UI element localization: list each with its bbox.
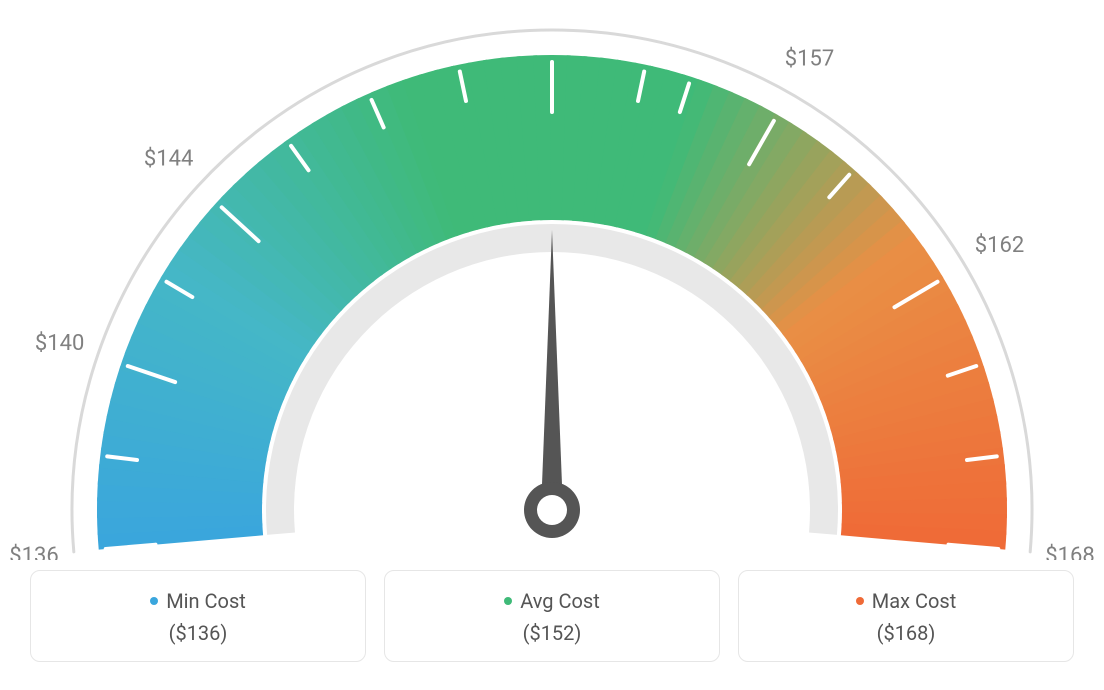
svg-text:$136: $136 — [9, 543, 58, 560]
min-dot-icon — [150, 597, 158, 605]
avg-cost-card: Avg Cost ($152) — [384, 570, 720, 662]
avg-cost-label-text: Avg Cost — [520, 589, 600, 613]
min-cost-label-text: Min Cost — [166, 589, 246, 613]
gauge-chart: $136 $140 $144 $152 $157 $162 $168 — [0, 0, 1104, 560]
avg-cost-value: ($152) — [395, 621, 709, 645]
cost-cards: Min Cost ($136) Avg Cost ($152) Max Cost… — [0, 570, 1104, 662]
gauge-svg: $136 $140 $144 $152 $157 $162 $168 — [0, 0, 1104, 560]
svg-text:$168: $168 — [1045, 543, 1094, 560]
max-cost-label: Max Cost — [856, 589, 957, 613]
avg-cost-label: Avg Cost — [504, 589, 600, 613]
svg-text:$152: $152 — [527, 0, 576, 3]
svg-text:$157: $157 — [785, 46, 834, 71]
max-cost-card: Max Cost ($168) — [738, 570, 1074, 662]
max-cost-value: ($168) — [749, 621, 1063, 645]
svg-text:$162: $162 — [975, 233, 1024, 258]
min-cost-label: Min Cost — [150, 589, 246, 613]
svg-text:$144: $144 — [144, 147, 193, 172]
svg-text:$140: $140 — [35, 331, 84, 356]
avg-dot-icon — [504, 597, 512, 605]
min-cost-value: ($136) — [41, 621, 355, 645]
min-cost-card: Min Cost ($136) — [30, 570, 366, 662]
max-cost-label-text: Max Cost — [872, 589, 957, 613]
max-dot-icon — [856, 597, 864, 605]
